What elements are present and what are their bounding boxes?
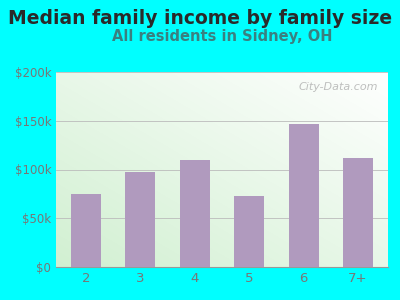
Text: City-Data.com: City-Data.com bbox=[298, 82, 378, 92]
Title: All residents in Sidney, OH: All residents in Sidney, OH bbox=[112, 29, 332, 44]
Bar bbox=[289, 124, 318, 267]
Bar bbox=[234, 196, 264, 267]
Bar bbox=[180, 160, 210, 267]
Bar bbox=[343, 158, 373, 267]
Bar bbox=[126, 172, 155, 267]
Text: Median family income by family size: Median family income by family size bbox=[8, 9, 392, 28]
Bar bbox=[71, 194, 101, 267]
